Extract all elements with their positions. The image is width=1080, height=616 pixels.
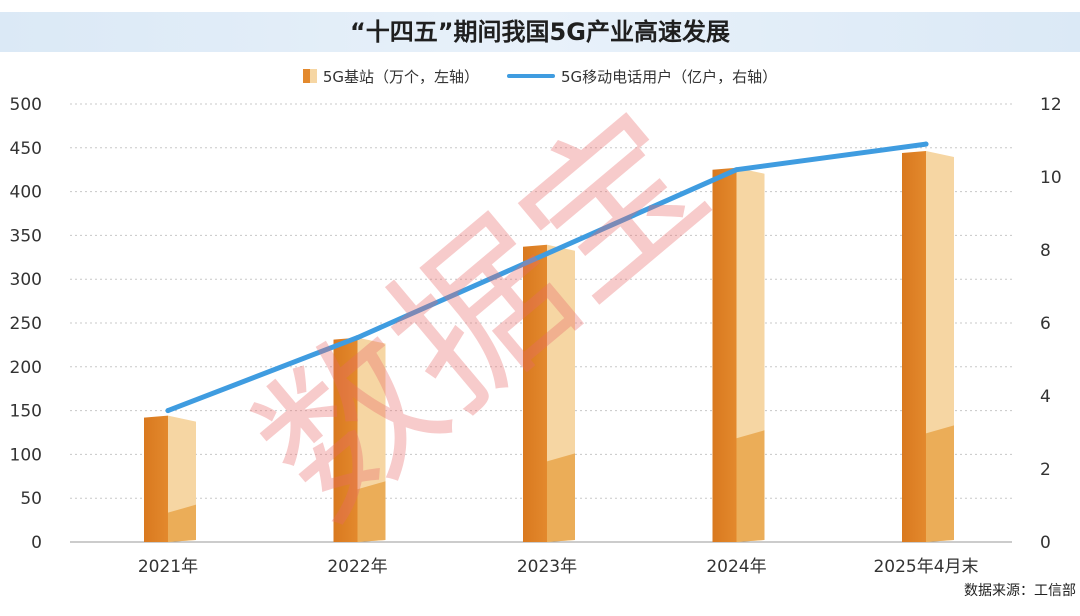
bar-0 <box>144 415 196 542</box>
line-point <box>165 408 171 414</box>
legend: 5G基站（万个，左轴） 5G移动电话用户（亿户，右轴） <box>0 64 1080 88</box>
bar-lower-accent <box>736 430 765 542</box>
legend-label-line: 5G移动电话用户（亿户，右轴） <box>561 67 778 86</box>
bar-dark-face <box>333 337 358 542</box>
data-source: 数据来源：工信部 <box>964 583 1076 599</box>
left-tick-label: 150 <box>10 402 42 422</box>
bar-dark-face <box>523 244 547 542</box>
line-point <box>544 251 550 257</box>
legend-label-bars: 5G基站（万个，左轴） <box>322 67 479 86</box>
x-tick-label: 2024年 <box>706 557 766 577</box>
left-tick-label: 300 <box>10 270 42 290</box>
right-tick-label: 10 <box>1040 168 1062 188</box>
left-tick-label: 400 <box>10 183 42 203</box>
right-tick-label: 12 <box>1040 95 1062 115</box>
title-band <box>0 12 1080 52</box>
right-tick-label: 2 <box>1040 460 1051 480</box>
bar-1 <box>333 337 386 542</box>
line-point <box>355 335 360 341</box>
legend-item-line: 5G移动电话用户（亿户，右轴） <box>507 66 777 87</box>
x-tick-label: 2022年 <box>327 557 387 577</box>
right-tick-label: 4 <box>1040 387 1051 407</box>
chart-title: “十四五”期间我国5G产业高速发展 <box>350 18 730 46</box>
right-tick-label: 0 <box>1040 533 1051 553</box>
bar-2 <box>523 244 575 542</box>
right-tick-label: 6 <box>1040 314 1051 334</box>
left-tick-label: 500 <box>10 95 42 115</box>
bar-lower-accent <box>926 425 954 542</box>
bar-dark-face <box>144 415 168 542</box>
bar-swatch-icon <box>302 69 317 83</box>
left-tick-label: 0 <box>31 533 42 553</box>
x-tick-label: 2021年 <box>138 557 198 577</box>
bar-dark-face <box>902 151 926 542</box>
line-point <box>923 141 929 147</box>
bar-dark-face <box>712 167 737 542</box>
line-swatch-icon <box>507 74 555 78</box>
bar-3 <box>712 167 765 542</box>
bar-4 <box>902 151 954 542</box>
bar-lower-accent <box>168 504 196 542</box>
right-tick-label: 8 <box>1040 241 1051 261</box>
left-tick-label: 450 <box>10 139 42 159</box>
legend-item-bars: 5G基站（万个，左轴） <box>302 66 479 87</box>
bar-lower-accent <box>547 453 575 542</box>
x-tick-label: 2023年 <box>517 557 577 577</box>
left-tick-label: 350 <box>10 226 42 246</box>
left-tick-label: 50 <box>20 489 42 509</box>
x-tick-label: 2025年4月末 <box>873 557 978 577</box>
left-tick-label: 250 <box>10 314 42 334</box>
left-tick-label: 200 <box>10 358 42 378</box>
line-point <box>734 167 739 173</box>
left-tick-label: 100 <box>10 445 42 465</box>
bar-lower-accent <box>357 481 386 542</box>
